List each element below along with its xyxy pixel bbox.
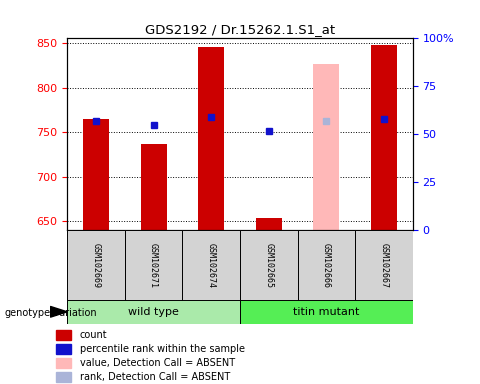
Bar	[182, 230, 240, 301]
Bar	[198, 47, 224, 230]
Title: GDS2192 / Dr.15262.1.S1_at: GDS2192 / Dr.15262.1.S1_at	[145, 23, 335, 36]
Text: GSM102669: GSM102669	[92, 243, 100, 288]
Bar	[240, 230, 298, 301]
Bar	[313, 64, 339, 230]
Bar	[240, 300, 413, 324]
Bar	[67, 230, 125, 301]
Bar	[141, 144, 167, 230]
Bar	[125, 230, 182, 301]
Text: percentile rank within the sample: percentile rank within the sample	[80, 344, 245, 354]
Bar	[57, 358, 71, 368]
Text: GSM102671: GSM102671	[149, 243, 158, 288]
Text: GSM102667: GSM102667	[380, 243, 388, 288]
Text: titin mutant: titin mutant	[293, 307, 360, 317]
Bar	[57, 344, 71, 354]
Text: GSM102666: GSM102666	[322, 243, 331, 288]
Bar	[67, 300, 240, 324]
Bar	[371, 45, 397, 230]
Text: wild type: wild type	[128, 307, 179, 317]
Text: rank, Detection Call = ABSENT: rank, Detection Call = ABSENT	[80, 372, 230, 382]
Bar	[298, 230, 355, 301]
Bar	[355, 230, 413, 301]
Bar	[256, 218, 282, 230]
Text: GSM102665: GSM102665	[264, 243, 273, 288]
Bar	[83, 119, 109, 230]
Bar	[57, 330, 71, 340]
Text: value, Detection Call = ABSENT: value, Detection Call = ABSENT	[80, 358, 235, 368]
Text: GSM102674: GSM102674	[207, 243, 216, 288]
Bar	[57, 372, 71, 382]
Text: count: count	[80, 330, 108, 340]
Text: genotype/variation: genotype/variation	[5, 308, 97, 318]
Polygon shape	[50, 306, 67, 317]
